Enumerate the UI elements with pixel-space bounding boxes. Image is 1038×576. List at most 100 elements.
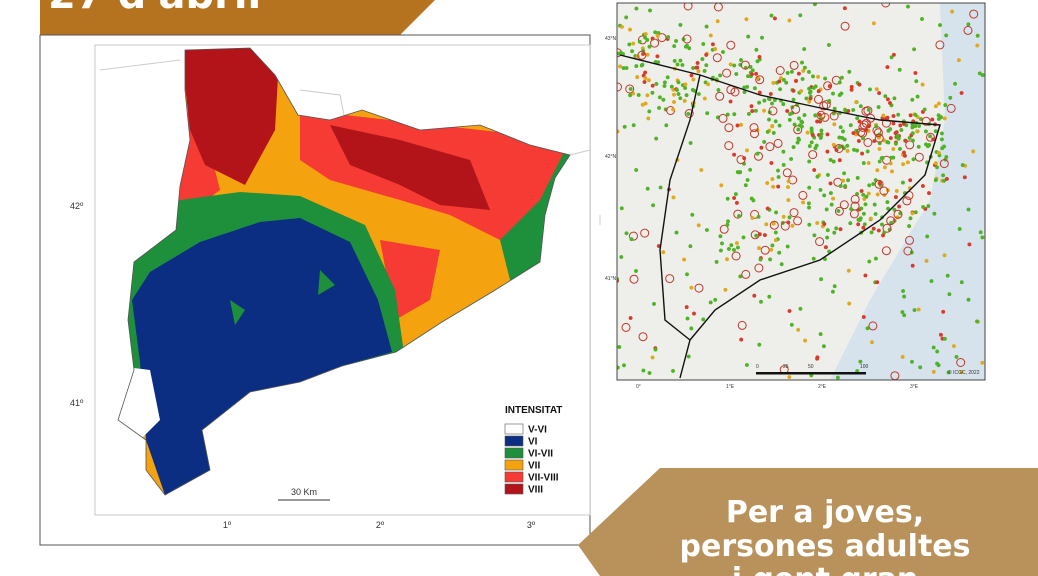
dot	[874, 133, 884, 143]
dot	[913, 70, 918, 75]
dot	[762, 139, 767, 144]
banner-line: Per a joves,	[726, 495, 924, 530]
dot	[905, 160, 910, 165]
dot	[636, 92, 641, 97]
dot	[939, 131, 944, 136]
dot	[771, 80, 776, 85]
dot	[622, 124, 627, 129]
dot	[791, 145, 796, 150]
dot	[671, 368, 676, 373]
dot	[893, 209, 903, 219]
dot	[672, 92, 677, 97]
dot	[652, 301, 657, 306]
dot	[881, 3, 891, 8]
dot	[880, 222, 885, 227]
dot	[655, 54, 660, 59]
dot	[873, 211, 878, 216]
dot	[931, 345, 936, 350]
dot	[829, 202, 834, 207]
dot	[939, 159, 949, 169]
dot	[769, 247, 774, 252]
dot	[834, 226, 839, 231]
dot	[936, 101, 941, 106]
dot	[643, 101, 648, 106]
dot	[781, 214, 786, 219]
dot	[924, 258, 929, 263]
dot	[740, 60, 750, 70]
dot	[645, 93, 650, 98]
dot	[799, 124, 804, 129]
dot	[885, 115, 890, 120]
dot	[886, 216, 896, 226]
dot	[671, 195, 676, 200]
dot	[936, 150, 941, 155]
dot	[701, 317, 706, 322]
dot	[651, 203, 656, 208]
lon-label: 1°E	[726, 384, 735, 390]
dot	[830, 289, 835, 294]
dot	[676, 80, 681, 85]
dot	[702, 68, 707, 73]
dot	[769, 220, 779, 230]
dot	[944, 176, 949, 181]
dot	[959, 370, 964, 375]
dot	[831, 196, 836, 201]
dot	[939, 137, 944, 142]
dot	[841, 129, 846, 134]
dot	[867, 259, 872, 264]
legend-label: V-VI	[528, 425, 547, 436]
dot	[861, 192, 866, 197]
lon-label: 3º	[527, 520, 536, 530]
dot	[942, 253, 947, 258]
scale-label: 25	[783, 364, 789, 370]
dot	[746, 111, 751, 116]
dot	[645, 186, 650, 191]
dot	[796, 127, 801, 132]
dot	[818, 332, 823, 337]
dot	[770, 101, 775, 106]
dot	[926, 132, 935, 142]
dot	[902, 313, 907, 318]
dot	[840, 21, 850, 31]
dot	[758, 257, 763, 262]
dot	[912, 47, 917, 52]
dot	[704, 52, 709, 57]
dot	[908, 178, 913, 183]
dot	[846, 268, 851, 273]
dot	[728, 62, 733, 67]
dot	[750, 109, 755, 114]
dot	[686, 354, 691, 359]
dot	[837, 80, 842, 85]
dot	[773, 138, 783, 148]
dot	[782, 168, 792, 178]
dot	[870, 340, 875, 345]
dot	[744, 363, 749, 368]
dot	[910, 263, 915, 268]
dot	[777, 79, 782, 84]
dot	[643, 32, 648, 37]
legend-title: INTENSITAT	[505, 405, 562, 416]
dot	[777, 250, 782, 255]
dot	[635, 75, 640, 80]
dot	[646, 78, 651, 83]
lon-label: 3°E	[910, 384, 919, 390]
dot	[726, 246, 731, 251]
dot	[861, 315, 866, 320]
dot	[863, 202, 868, 207]
dot	[902, 196, 912, 206]
legend-label: VI-VII	[528, 449, 553, 460]
dot	[888, 161, 893, 166]
dot	[849, 84, 854, 89]
dot	[975, 43, 980, 48]
dot	[785, 244, 790, 249]
dot	[745, 177, 750, 182]
dot	[718, 234, 723, 239]
dot	[910, 359, 915, 364]
dot	[654, 136, 659, 141]
dot	[685, 43, 690, 48]
dot	[885, 97, 890, 102]
dot	[767, 294, 772, 299]
dot	[945, 273, 950, 278]
dot	[640, 228, 650, 238]
